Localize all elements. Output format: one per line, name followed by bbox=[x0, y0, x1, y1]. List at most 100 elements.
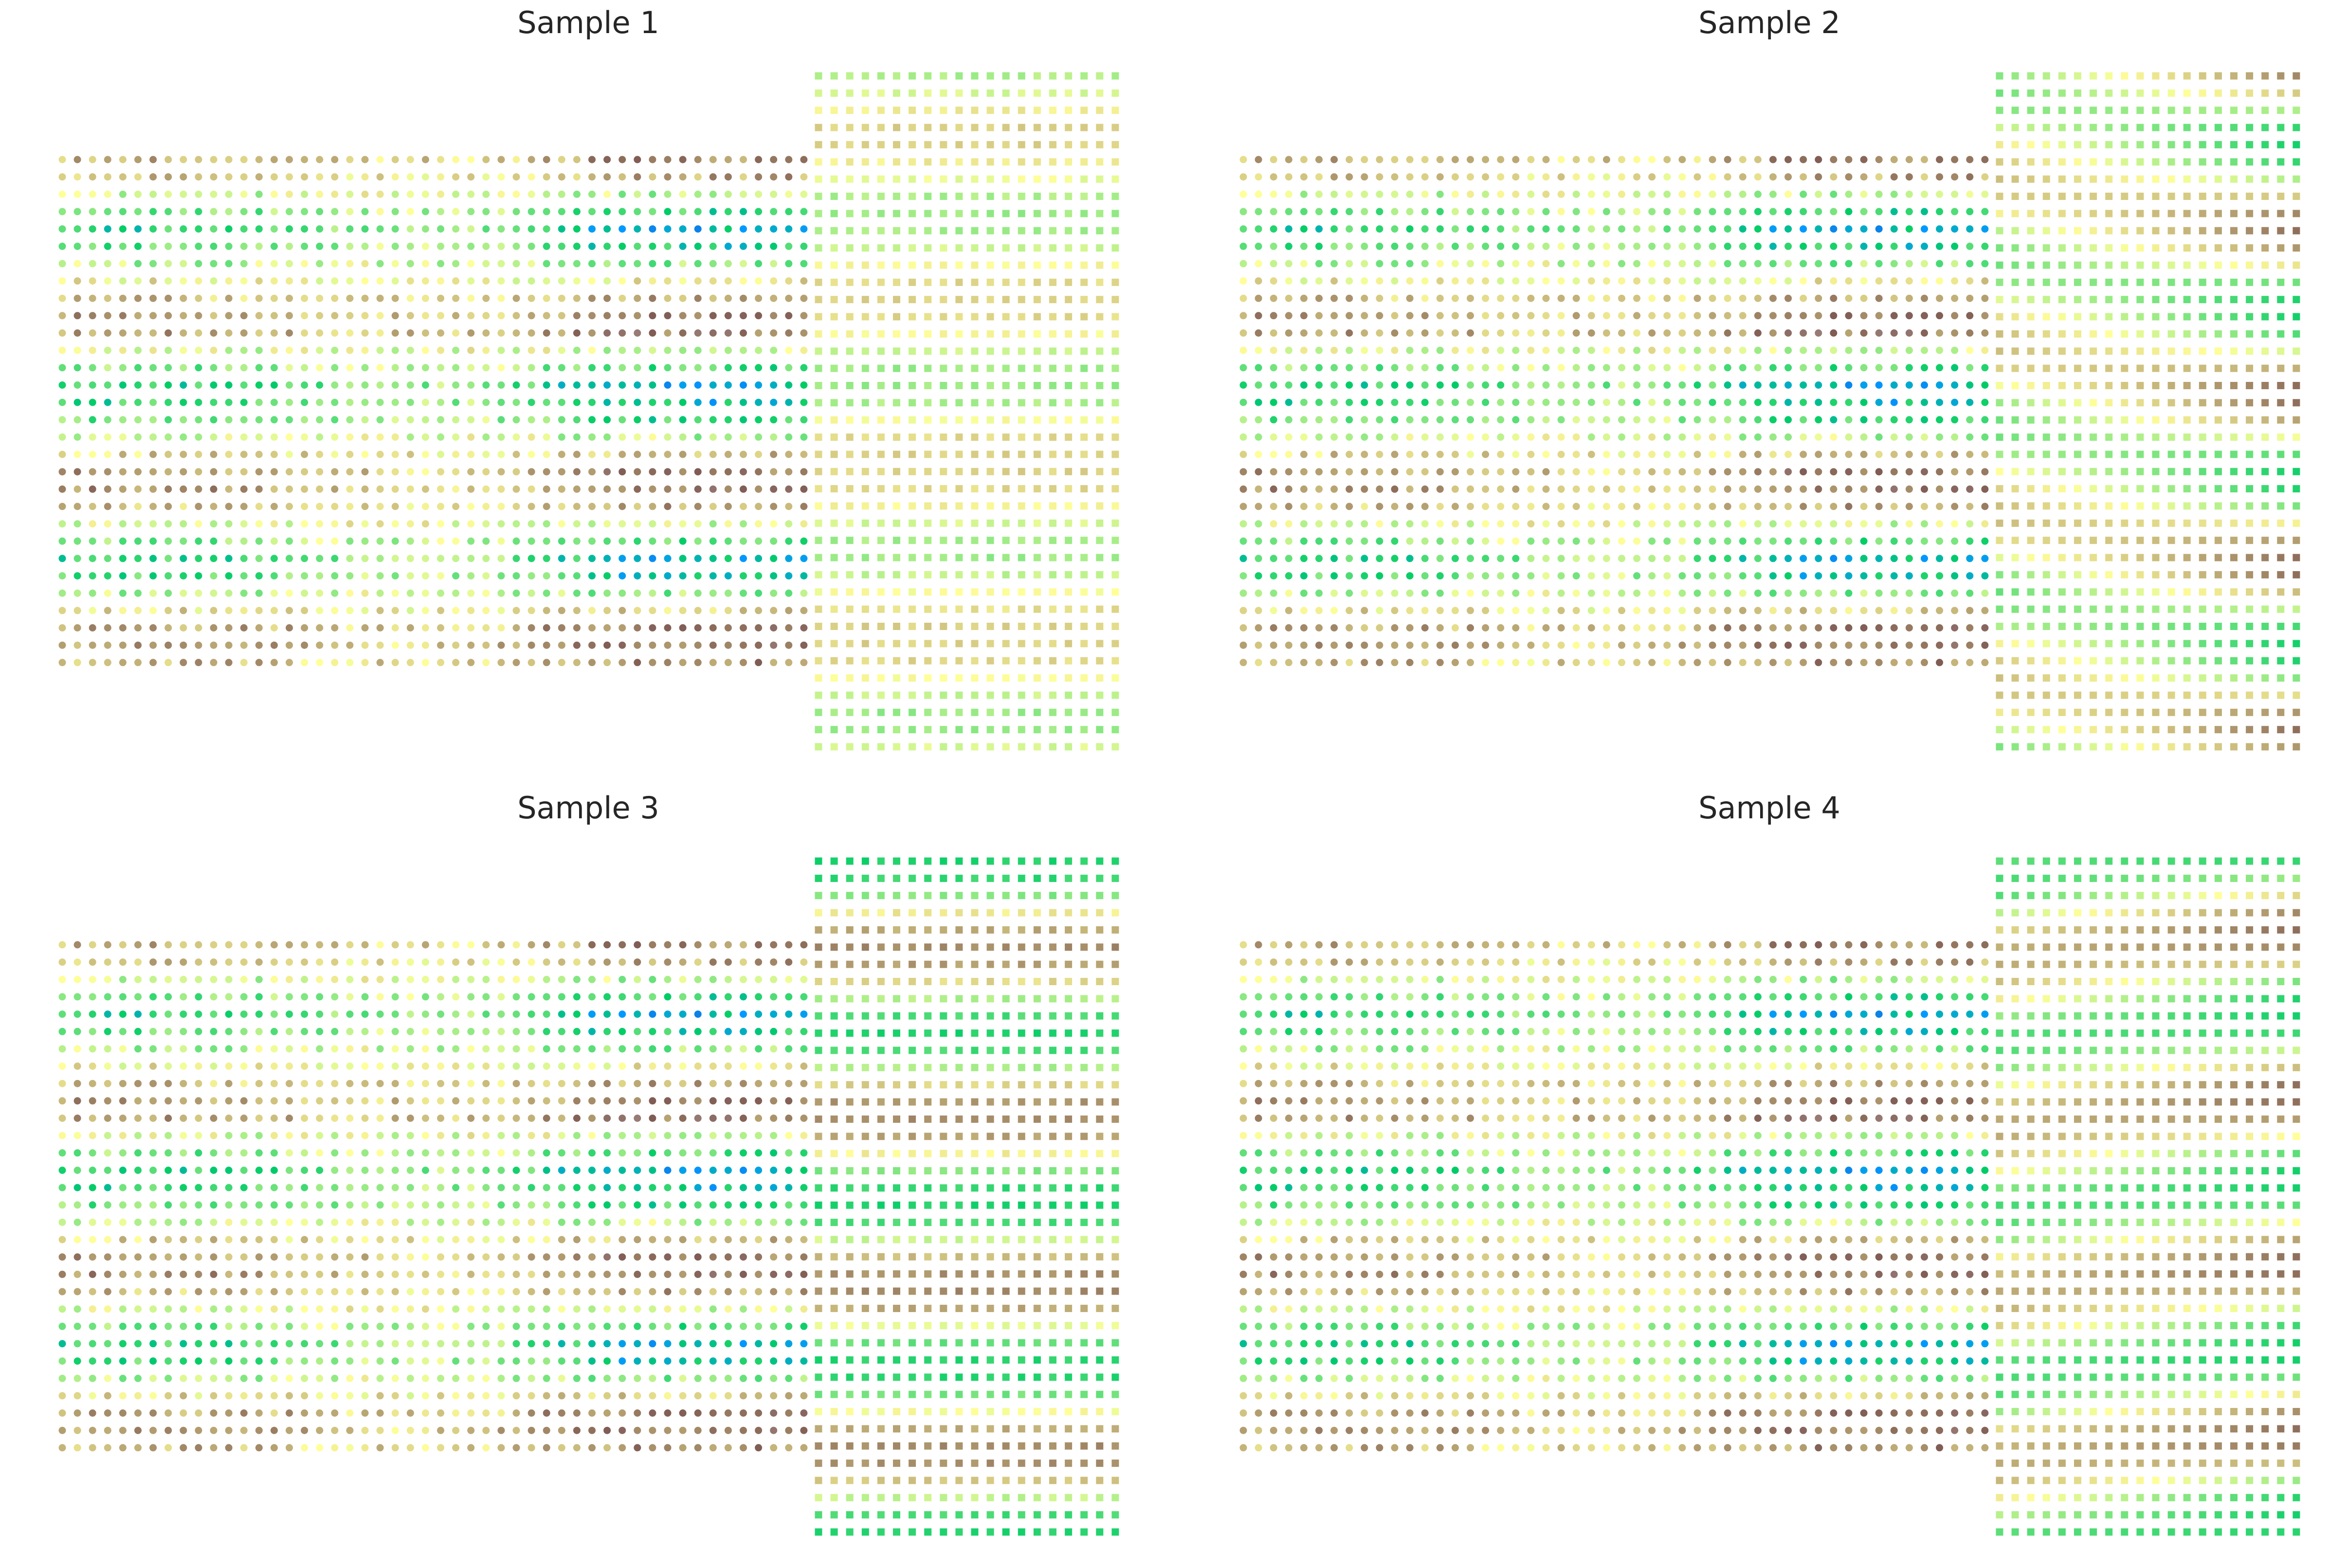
point bbox=[376, 381, 384, 389]
point bbox=[497, 381, 505, 389]
point bbox=[1406, 416, 1414, 424]
point bbox=[1049, 588, 1056, 596]
point bbox=[1815, 607, 1822, 614]
point bbox=[619, 242, 626, 250]
point bbox=[2042, 347, 2050, 355]
point bbox=[482, 364, 490, 372]
point bbox=[1451, 485, 1459, 493]
point bbox=[1709, 346, 1716, 354]
point bbox=[893, 691, 900, 699]
point bbox=[1709, 451, 1716, 458]
point bbox=[1557, 416, 1565, 424]
point bbox=[1285, 624, 1292, 631]
point bbox=[1709, 190, 1716, 198]
point bbox=[1572, 294, 1580, 302]
point bbox=[1033, 726, 1041, 734]
point bbox=[2042, 554, 2050, 561]
point bbox=[58, 277, 66, 285]
point bbox=[437, 364, 444, 372]
point bbox=[1739, 208, 1747, 216]
point bbox=[1769, 312, 1777, 320]
point bbox=[603, 381, 611, 389]
point bbox=[376, 941, 384, 949]
point bbox=[1239, 329, 1247, 337]
point bbox=[1315, 346, 1323, 354]
point bbox=[830, 193, 838, 200]
point bbox=[2027, 451, 2035, 458]
point bbox=[1270, 451, 1277, 458]
point bbox=[2214, 227, 2222, 234]
point bbox=[391, 381, 399, 389]
point bbox=[225, 364, 233, 372]
point bbox=[1951, 468, 1959, 476]
point bbox=[225, 242, 233, 250]
point bbox=[2011, 708, 2019, 716]
point bbox=[58, 1045, 66, 1053]
point bbox=[73, 503, 81, 510]
point bbox=[2292, 72, 2300, 80]
point bbox=[1587, 346, 1595, 354]
point bbox=[1587, 312, 1595, 320]
point bbox=[2058, 640, 2066, 648]
point bbox=[421, 364, 429, 372]
point bbox=[770, 624, 778, 631]
point bbox=[724, 173, 732, 181]
point bbox=[1033, 640, 1041, 648]
point bbox=[210, 294, 218, 302]
point bbox=[1860, 572, 1868, 580]
point bbox=[1921, 485, 1928, 493]
point bbox=[2230, 330, 2238, 338]
point bbox=[1049, 175, 1056, 183]
point bbox=[1663, 364, 1671, 372]
point bbox=[1572, 208, 1580, 216]
point bbox=[391, 329, 399, 337]
point bbox=[1315, 572, 1323, 580]
point bbox=[2058, 227, 2066, 234]
point bbox=[331, 941, 339, 949]
point bbox=[755, 993, 763, 1001]
point bbox=[2011, 227, 2019, 234]
point bbox=[830, 278, 838, 286]
point bbox=[634, 589, 641, 597]
point bbox=[2090, 364, 2097, 372]
point bbox=[1845, 589, 1853, 597]
point bbox=[1285, 190, 1292, 198]
point bbox=[512, 520, 520, 528]
point bbox=[800, 433, 808, 441]
point bbox=[1239, 468, 1247, 476]
point bbox=[1966, 485, 1974, 493]
point bbox=[2121, 210, 2129, 217]
point bbox=[1678, 659, 1686, 667]
point bbox=[649, 329, 656, 337]
point bbox=[2042, 210, 2050, 217]
point bbox=[346, 468, 354, 476]
point bbox=[1845, 346, 1853, 354]
point bbox=[1663, 329, 1671, 337]
point bbox=[210, 242, 218, 250]
point bbox=[1951, 329, 1959, 337]
point bbox=[240, 503, 248, 510]
point bbox=[528, 208, 535, 216]
point bbox=[452, 225, 460, 233]
point bbox=[909, 468, 916, 475]
point bbox=[1361, 537, 1368, 545]
point bbox=[164, 1010, 172, 1018]
point bbox=[180, 589, 187, 597]
point bbox=[286, 190, 293, 198]
point bbox=[573, 208, 581, 216]
point bbox=[2090, 227, 2097, 234]
point bbox=[755, 607, 763, 614]
point bbox=[1376, 294, 1383, 302]
point bbox=[1111, 537, 1119, 544]
point bbox=[1376, 225, 1383, 233]
point bbox=[1080, 227, 1088, 234]
point bbox=[1951, 156, 1959, 163]
point bbox=[149, 451, 157, 458]
point bbox=[1996, 708, 2003, 716]
point bbox=[2214, 519, 2222, 527]
point bbox=[2261, 640, 2269, 648]
point bbox=[2183, 296, 2191, 304]
point bbox=[909, 691, 916, 699]
point bbox=[893, 726, 900, 734]
point bbox=[316, 433, 324, 441]
